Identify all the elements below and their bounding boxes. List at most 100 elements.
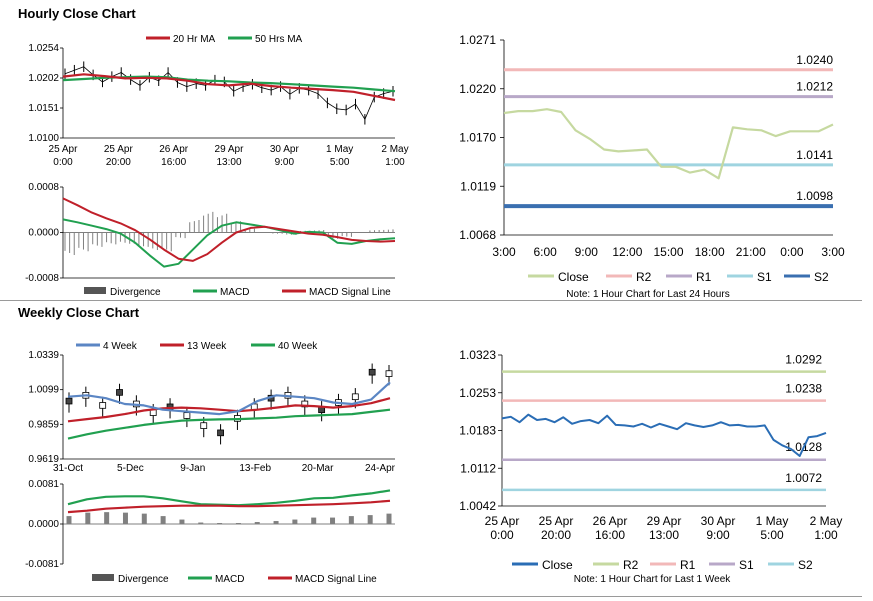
hourly-price-x-tick: 16:00: [161, 157, 186, 168]
hourly-price-x-tick: 0:00: [53, 157, 73, 168]
hourly-level-r1-label: 1.0212: [796, 80, 833, 94]
weekly-levels-x-tick: 1:00: [814, 528, 838, 542]
weekly-levels-legend-label: R2: [623, 558, 639, 572]
weekly-divergence-bar: [292, 519, 298, 524]
weekly-divergence-bar: [348, 516, 354, 524]
hourly-level-s2-label: 1.0098: [796, 189, 833, 203]
hourly-price-x-tick: 5:00: [330, 157, 350, 168]
hourly-price-x-tick: 25 Apr: [49, 144, 79, 155]
weekly-divergence-bar: [66, 516, 72, 524]
weekly-levels-x-tick: 30 Apr: [701, 514, 736, 528]
hourly-levels-legend-label: S2: [814, 270, 829, 284]
hourly-levels-x-tick: 0:00: [780, 245, 804, 259]
weekly-macd-legend-divergence-label: Divergence: [118, 574, 169, 585]
hourly-levels-y-tick: 1.0068: [459, 228, 496, 242]
weekly-divergence-bar: [198, 522, 204, 524]
hourly-price-x-tick: 1 May: [326, 144, 353, 155]
hourly-price-x-tick: 26 Apr: [159, 144, 189, 155]
weekly-divergence-bar: [85, 512, 91, 524]
hourly-level-s1-label: 1.0141: [796, 148, 833, 162]
hourly-levels-y-tick: 1.0271: [459, 33, 496, 47]
weekly-legend-13wk-label: 13 Week: [187, 341, 227, 352]
weekly-price-x-tick: 5-Dec: [117, 463, 144, 474]
hourly-levels-y-tick: 1.0170: [459, 131, 496, 145]
weekly-divergence-bar: [217, 523, 223, 524]
weekly-price-y-tick: 1.0339: [28, 350, 59, 361]
hourly-macd-y-tick: -0.0008: [25, 273, 59, 284]
weekly-levels-x-tick: 5:00: [760, 528, 784, 542]
hourly-levels-x-tick: 3:00: [492, 245, 516, 259]
weekly-price-y-tick: 0.9859: [28, 419, 59, 430]
weekly-levels-x-tick: 1 May: [756, 514, 789, 528]
weekly-level-r2-label: 1.0292: [785, 353, 822, 367]
weekly-macd-y-tick: 0.0081: [28, 479, 59, 490]
weekly-macd-legend-divergence-swatch: [92, 574, 114, 581]
weekly-levels-y-tick: 1.0323: [459, 348, 496, 362]
bottom-divider: [0, 596, 862, 597]
weekly-levels-legend-label: S2: [798, 558, 813, 572]
weekly-divergence-bar: [160, 516, 166, 524]
weekly-levels-y-tick: 1.0253: [459, 386, 496, 400]
hourly-macd-legend-divergence-label: Divergence: [110, 287, 161, 298]
weekly-levels-note: Note: 1 Hour Chart for Last 1 Week: [574, 574, 732, 585]
hourly-levels-y-tick: 1.0220: [459, 82, 496, 96]
hourly-price-y-tick: 1.0151: [28, 103, 59, 114]
weekly-legend-4wk-label: 4 Week: [103, 341, 138, 352]
weekly-price-x-tick: 31-Oct: [53, 463, 83, 474]
hourly-section-title: Hourly Close Chart: [18, 6, 136, 21]
weekly-divergence-bar: [122, 512, 128, 524]
weekly-divergence-bar: [273, 521, 279, 524]
hourly-levels-x-tick: 15:00: [653, 245, 683, 259]
weekly-levels-x-tick: 25 Apr: [485, 514, 520, 528]
weekly-levels-y-tick: 1.0042: [459, 499, 496, 513]
hourly-levels-x-tick: 18:00: [695, 245, 725, 259]
weekly-candle-body: [385, 370, 393, 377]
hourly-legend-ma50-label: 50 Hrs MA: [255, 34, 303, 45]
section-divider: [0, 300, 862, 301]
hourly-levels-legend-label: R2: [636, 270, 652, 284]
hourly-price-y-tick: 1.0100: [28, 133, 59, 144]
hourly-levels-y-tick: 1.0119: [460, 179, 496, 193]
weekly-candle-body: [183, 412, 191, 419]
hourly-levels-note: Note: 1 Hour Chart for Last 24 Hours: [566, 289, 729, 300]
hourly-price-x-tick: 29 Apr: [215, 144, 245, 155]
hourly-levels-legend-label: Close: [558, 270, 589, 284]
weekly-levels-x-tick: 16:00: [595, 528, 625, 542]
weekly-price-y-tick: 1.0099: [28, 385, 59, 396]
hourly-price-y-tick: 1.0254: [28, 43, 59, 54]
hourly-macd-legend-macd-label: MACD: [220, 287, 249, 298]
hourly-levels-x-tick: 12:00: [612, 245, 642, 259]
hourly-levels-close-line: [503, 108, 834, 180]
weekly-level-s2-label: 1.0072: [785, 471, 822, 485]
weekly-divergence-bar: [141, 513, 147, 524]
weekly-price-x-tick: 9-Jan: [180, 463, 205, 474]
hourly-levels-legend-label: S1: [757, 270, 772, 284]
weekly-levels-x-tick: 26 Apr: [593, 514, 628, 528]
hourly-macd-legend-signal-label: MACD Signal Line: [309, 287, 391, 298]
weekly-section-title: Weekly Close Chart: [18, 305, 140, 320]
weekly-level-r1-label: 1.0238: [785, 382, 822, 396]
weekly-levels-x-tick: 13:00: [649, 528, 679, 542]
hourly-ma20-line: [62, 73, 396, 102]
hourly-macd-y-tick: 0.0008: [28, 182, 59, 193]
weekly-levels-legend-label: Close: [542, 558, 573, 572]
weekly-macd-y-tick: -0.0081: [25, 559, 59, 570]
weekly-divergence-bar: [330, 517, 336, 524]
hourly-legend-ma20-label: 20 Hr MA: [173, 34, 216, 45]
weekly-levels-close-line: [501, 413, 827, 457]
weekly-levels-x-tick: 29 Apr: [647, 514, 682, 528]
weekly-price-y-tick: 0.9619: [28, 454, 59, 465]
hourly-levels-x-tick: 6:00: [533, 245, 557, 259]
weekly-macd-y-tick: 0.0000: [28, 519, 59, 530]
weekly-levels-legend-label: R1: [680, 558, 696, 572]
weekly-levels-x-tick: 9:00: [706, 528, 730, 542]
hourly-levels-legend-label: R1: [696, 270, 712, 284]
hourly-macd-y-tick: 0.0000: [28, 228, 59, 239]
hourly-levels-x-tick: 21:00: [736, 245, 766, 259]
weekly-price-x-tick: 20-Mar: [302, 463, 334, 474]
weekly-divergence-bar: [311, 517, 317, 524]
weekly-macd-legend-signal-label: MACD Signal Line: [295, 574, 377, 585]
hourly-macd-legend-divergence-swatch: [84, 287, 106, 294]
weekly-levels-x-tick: 25 Apr: [539, 514, 574, 528]
weekly-divergence-bar: [179, 519, 185, 524]
